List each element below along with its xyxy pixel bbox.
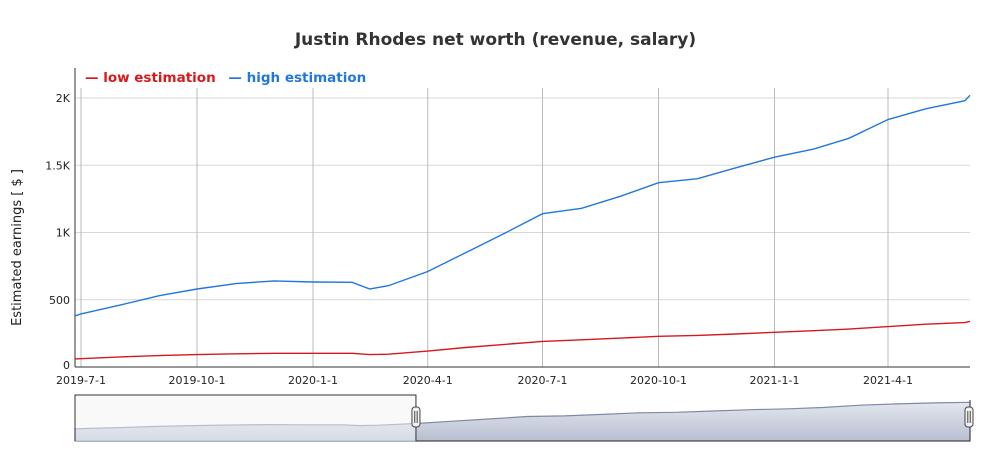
x-tick-label: 2020-1-1 xyxy=(288,374,338,387)
x-tick-label: 2020-10-1 xyxy=(630,374,687,387)
legend-item-low[interactable]: — low estimation xyxy=(85,70,216,86)
series-line-high xyxy=(74,94,971,317)
legend-item-high[interactable]: — high estimation xyxy=(228,70,367,86)
navigator-left-handle[interactable] xyxy=(411,406,421,428)
y-tick-label: 0 xyxy=(63,359,70,372)
legend: — low estimation — high estimation xyxy=(85,70,374,86)
x-tick-label: 2021-4-1 xyxy=(863,374,913,387)
navigator-unselected-overlay xyxy=(75,395,416,441)
navigator-area xyxy=(74,401,971,442)
y-tick-label: 2K xyxy=(56,92,71,105)
x-tick-label: 2020-7-1 xyxy=(518,374,568,387)
chart-title: Justin Rhodes net worth (revenue, salary… xyxy=(294,30,697,50)
y-axis-label: Estimated earnings [ $ ] xyxy=(10,169,25,326)
y-tick-label: 1K xyxy=(56,227,71,240)
x-tick-label: 2020-4-1 xyxy=(403,374,453,387)
x-tick-label: 2019-10-1 xyxy=(169,374,226,387)
y-tick-label: 500 xyxy=(49,294,70,307)
x-tick-label: 2019-7-1 xyxy=(56,374,106,387)
navigator-right-handle[interactable] xyxy=(964,406,974,428)
y-tick-label: 1.5K xyxy=(45,159,70,172)
x-tick-label: 2021-1-1 xyxy=(750,374,800,387)
series-line-low xyxy=(74,320,971,360)
